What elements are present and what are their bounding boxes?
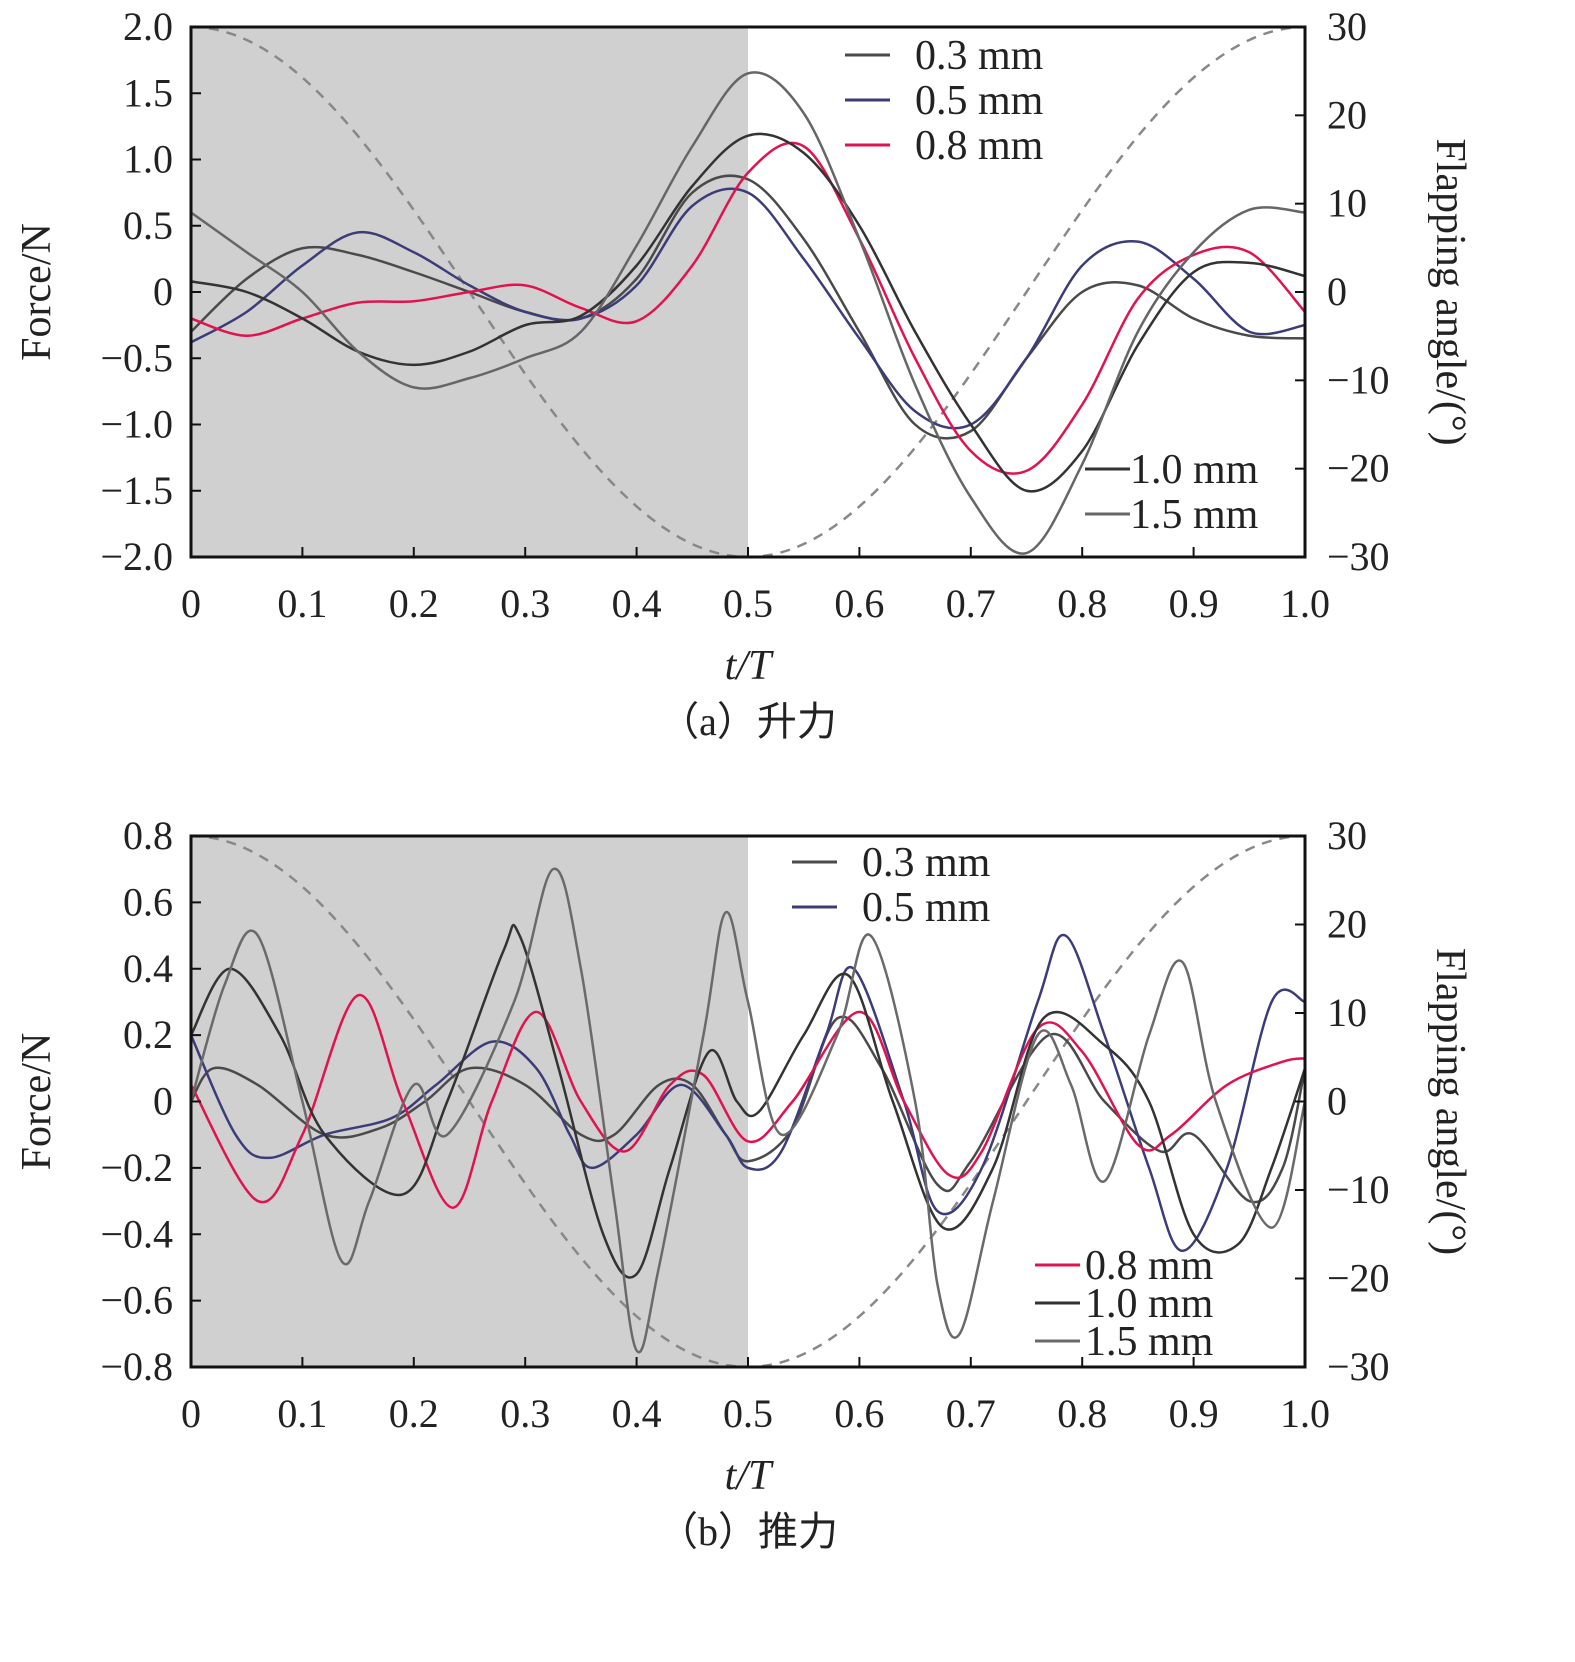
panel-lift: 0 0.1 0.2 0.3 0.4 0.5 0.6 0.7 0.8 0.9 1.0 2.0 1.5 1.0… (14, 4, 1473, 744)
series-line-0-8mm (189, 994, 1306, 1209)
y-axis-label: Force/N (14, 223, 60, 361)
x-tick-label: 0.5 (723, 1391, 773, 1436)
y-tick-label: 2.0 (123, 4, 173, 49)
legend-label: 1.5 mm (1130, 492, 1259, 538)
y2-tick-label: −10 (1327, 357, 1390, 402)
series-line-0-3mm (189, 1015, 1307, 1204)
series-line-1-0mm (190, 132, 1306, 493)
y-tick-label: −0.4 (100, 1211, 173, 1256)
chart-caption: （a）升力 (659, 699, 837, 744)
x-tick-label: 0.7 (946, 581, 996, 626)
y-tick-label: −2.0 (100, 534, 173, 579)
x-tick-label: 0.9 (1169, 1391, 1219, 1436)
y2-tick-label: 10 (1327, 181, 1367, 226)
panel-thrust: 0 0.1 0.2 0.3 0.4 0.5 0.6 0.7 0.8 0.9 1.0 0.8 0.6 0.4… (14, 813, 1473, 1554)
y-tick-label: −0.8 (100, 1344, 173, 1389)
legend-label: 0.3 mm (915, 33, 1044, 79)
y-tick-label: −0.2 (100, 1145, 173, 1190)
y-tick-label: 0.6 (123, 879, 173, 924)
x-tick-label: 0.8 (1057, 1391, 1107, 1436)
y2-tick-label: 20 (1327, 902, 1367, 947)
legend-label: 1.0 mm (1085, 1281, 1214, 1327)
x-tick-label: 0.6 (834, 581, 884, 626)
x-tick-label: 0.2 (389, 1391, 439, 1436)
x-tick-label: 0.6 (834, 1391, 884, 1436)
y-tick-label: 0.8 (123, 813, 173, 858)
y2-axis-label: Flapping angle/(°) (1427, 138, 1473, 445)
y-tick-label: −1.5 (100, 468, 173, 513)
x-axis-label: t/T (725, 1453, 774, 1499)
legend-label: 0.8 mm (1085, 1243, 1214, 1289)
y2-tick-label: −20 (1327, 1256, 1390, 1301)
y-tick-label: −1.0 (100, 402, 173, 447)
legend-label: 0.5 mm (862, 885, 991, 931)
x-tick-label: 0.9 (1169, 581, 1219, 626)
y2-tick-label: 30 (1327, 813, 1367, 858)
x-tick-label: 0.8 (1057, 581, 1107, 626)
y-tick-label: 0 (153, 269, 173, 314)
y2-tick-label: −30 (1327, 1344, 1390, 1389)
series-line-1-5mm (190, 71, 1306, 555)
legend-label: 1.0 mm (1130, 447, 1259, 493)
x-tick-label: 0.5 (723, 581, 773, 626)
y-axis-label: Force/N (14, 1033, 60, 1171)
legend-label: 1.5 mm (1085, 1319, 1214, 1365)
y-tick-label: 0.2 (123, 1012, 173, 1057)
x-tick-label: 0.1 (277, 581, 327, 626)
x-tick-label: 0.7 (946, 1391, 996, 1436)
y-tick-label: 1.5 (123, 70, 173, 115)
x-tick-label: 0.4 (612, 1391, 662, 1436)
x-tick-label: 0.3 (500, 1391, 550, 1436)
y-tick-label: −0.5 (100, 335, 173, 380)
x-tick-label: 0 (181, 581, 201, 626)
x-tick-label: 1.0 (1280, 1391, 1330, 1436)
series-line-0-3mm (190, 174, 1306, 440)
y-tick-label: −0.6 (100, 1278, 173, 1323)
y2-axis-label: Flapping angle/(°) (1427, 948, 1473, 1255)
y-tick-label: 0 (153, 1079, 173, 1124)
series-line-0-5mm (190, 187, 1306, 430)
y-tick-label: 1.0 (123, 137, 173, 182)
series-line-1-5mm (189, 867, 1307, 1354)
x-tick-label: 0.1 (277, 1391, 327, 1436)
y-tick-label: 0.5 (123, 203, 173, 248)
x-tick-label: 0.2 (389, 581, 439, 626)
series-line-1-0mm (189, 923, 1307, 1279)
x-tick-label: 0.4 (612, 581, 662, 626)
legend-label: 0.3 mm (862, 840, 991, 886)
y2-tick-label: −20 (1327, 446, 1390, 491)
y2-tick-label: 10 (1327, 990, 1367, 1035)
y2-tick-label: −10 (1327, 1167, 1390, 1212)
x-tick-label: 0.3 (500, 581, 550, 626)
x-tick-label: 1.0 (1280, 581, 1330, 626)
y2-tick-label: 30 (1327, 4, 1367, 49)
y2-tick-label: 20 (1327, 92, 1367, 137)
x-axis-label: t/T (725, 643, 774, 689)
series-line-0-5mm (189, 933, 1306, 1253)
y2-tick-label: 0 (1327, 269, 1347, 314)
legend-label: 0.5 mm (915, 78, 1044, 124)
legend-label: 0.8 mm (915, 123, 1044, 169)
y-tick-label: 0.4 (123, 946, 173, 991)
y2-tick-label: 0 (1327, 1079, 1347, 1124)
x-tick-label: 0 (181, 1391, 201, 1436)
chart-caption: （b）推力 (658, 1509, 838, 1554)
y2-tick-label: −30 (1327, 534, 1390, 579)
